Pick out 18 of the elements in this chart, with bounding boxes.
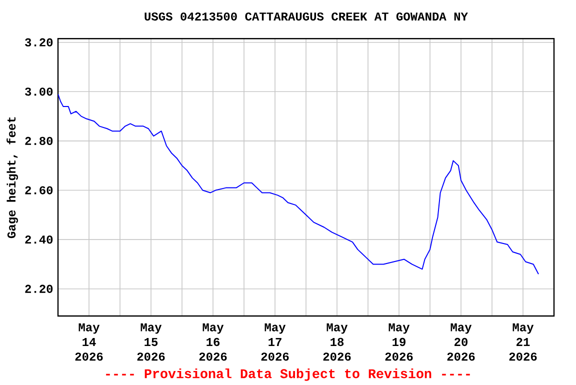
x-tick-label: May 18 2026: [323, 323, 351, 361]
y-tick-label: 2.80: [25, 136, 53, 145]
x-tick-label: May 16 2026: [199, 323, 227, 361]
x-tick-label: May 15 2026: [137, 323, 165, 361]
x-tick-label: May 17 2026: [261, 323, 289, 361]
x-tick-label: May 19 2026: [385, 323, 413, 361]
text: ---- Provisional Data Subject to Revision ----: [106, 368, 470, 381]
y-axis-title: Gage height, feet: [6, 117, 18, 238]
y-tick-label: 3.20: [25, 38, 53, 46]
line-series: [58, 93, 539, 274]
y-tick-label: 2.20: [25, 284, 53, 293]
x-tick-label: May 21 2026: [509, 323, 537, 361]
chart-title: USGS 04213500 CATTARAUGUS CREEK AT GOWANDA NY: [144, 12, 468, 20]
y-tick-label: 3.00: [25, 87, 53, 96]
x-tick-label: May 20 2026: [447, 323, 475, 361]
y-tick-label: 2.60: [25, 186, 53, 194]
x-tick-label: May 14 2026: [75, 323, 103, 361]
y-tick-label: 2.40: [25, 235, 53, 244]
